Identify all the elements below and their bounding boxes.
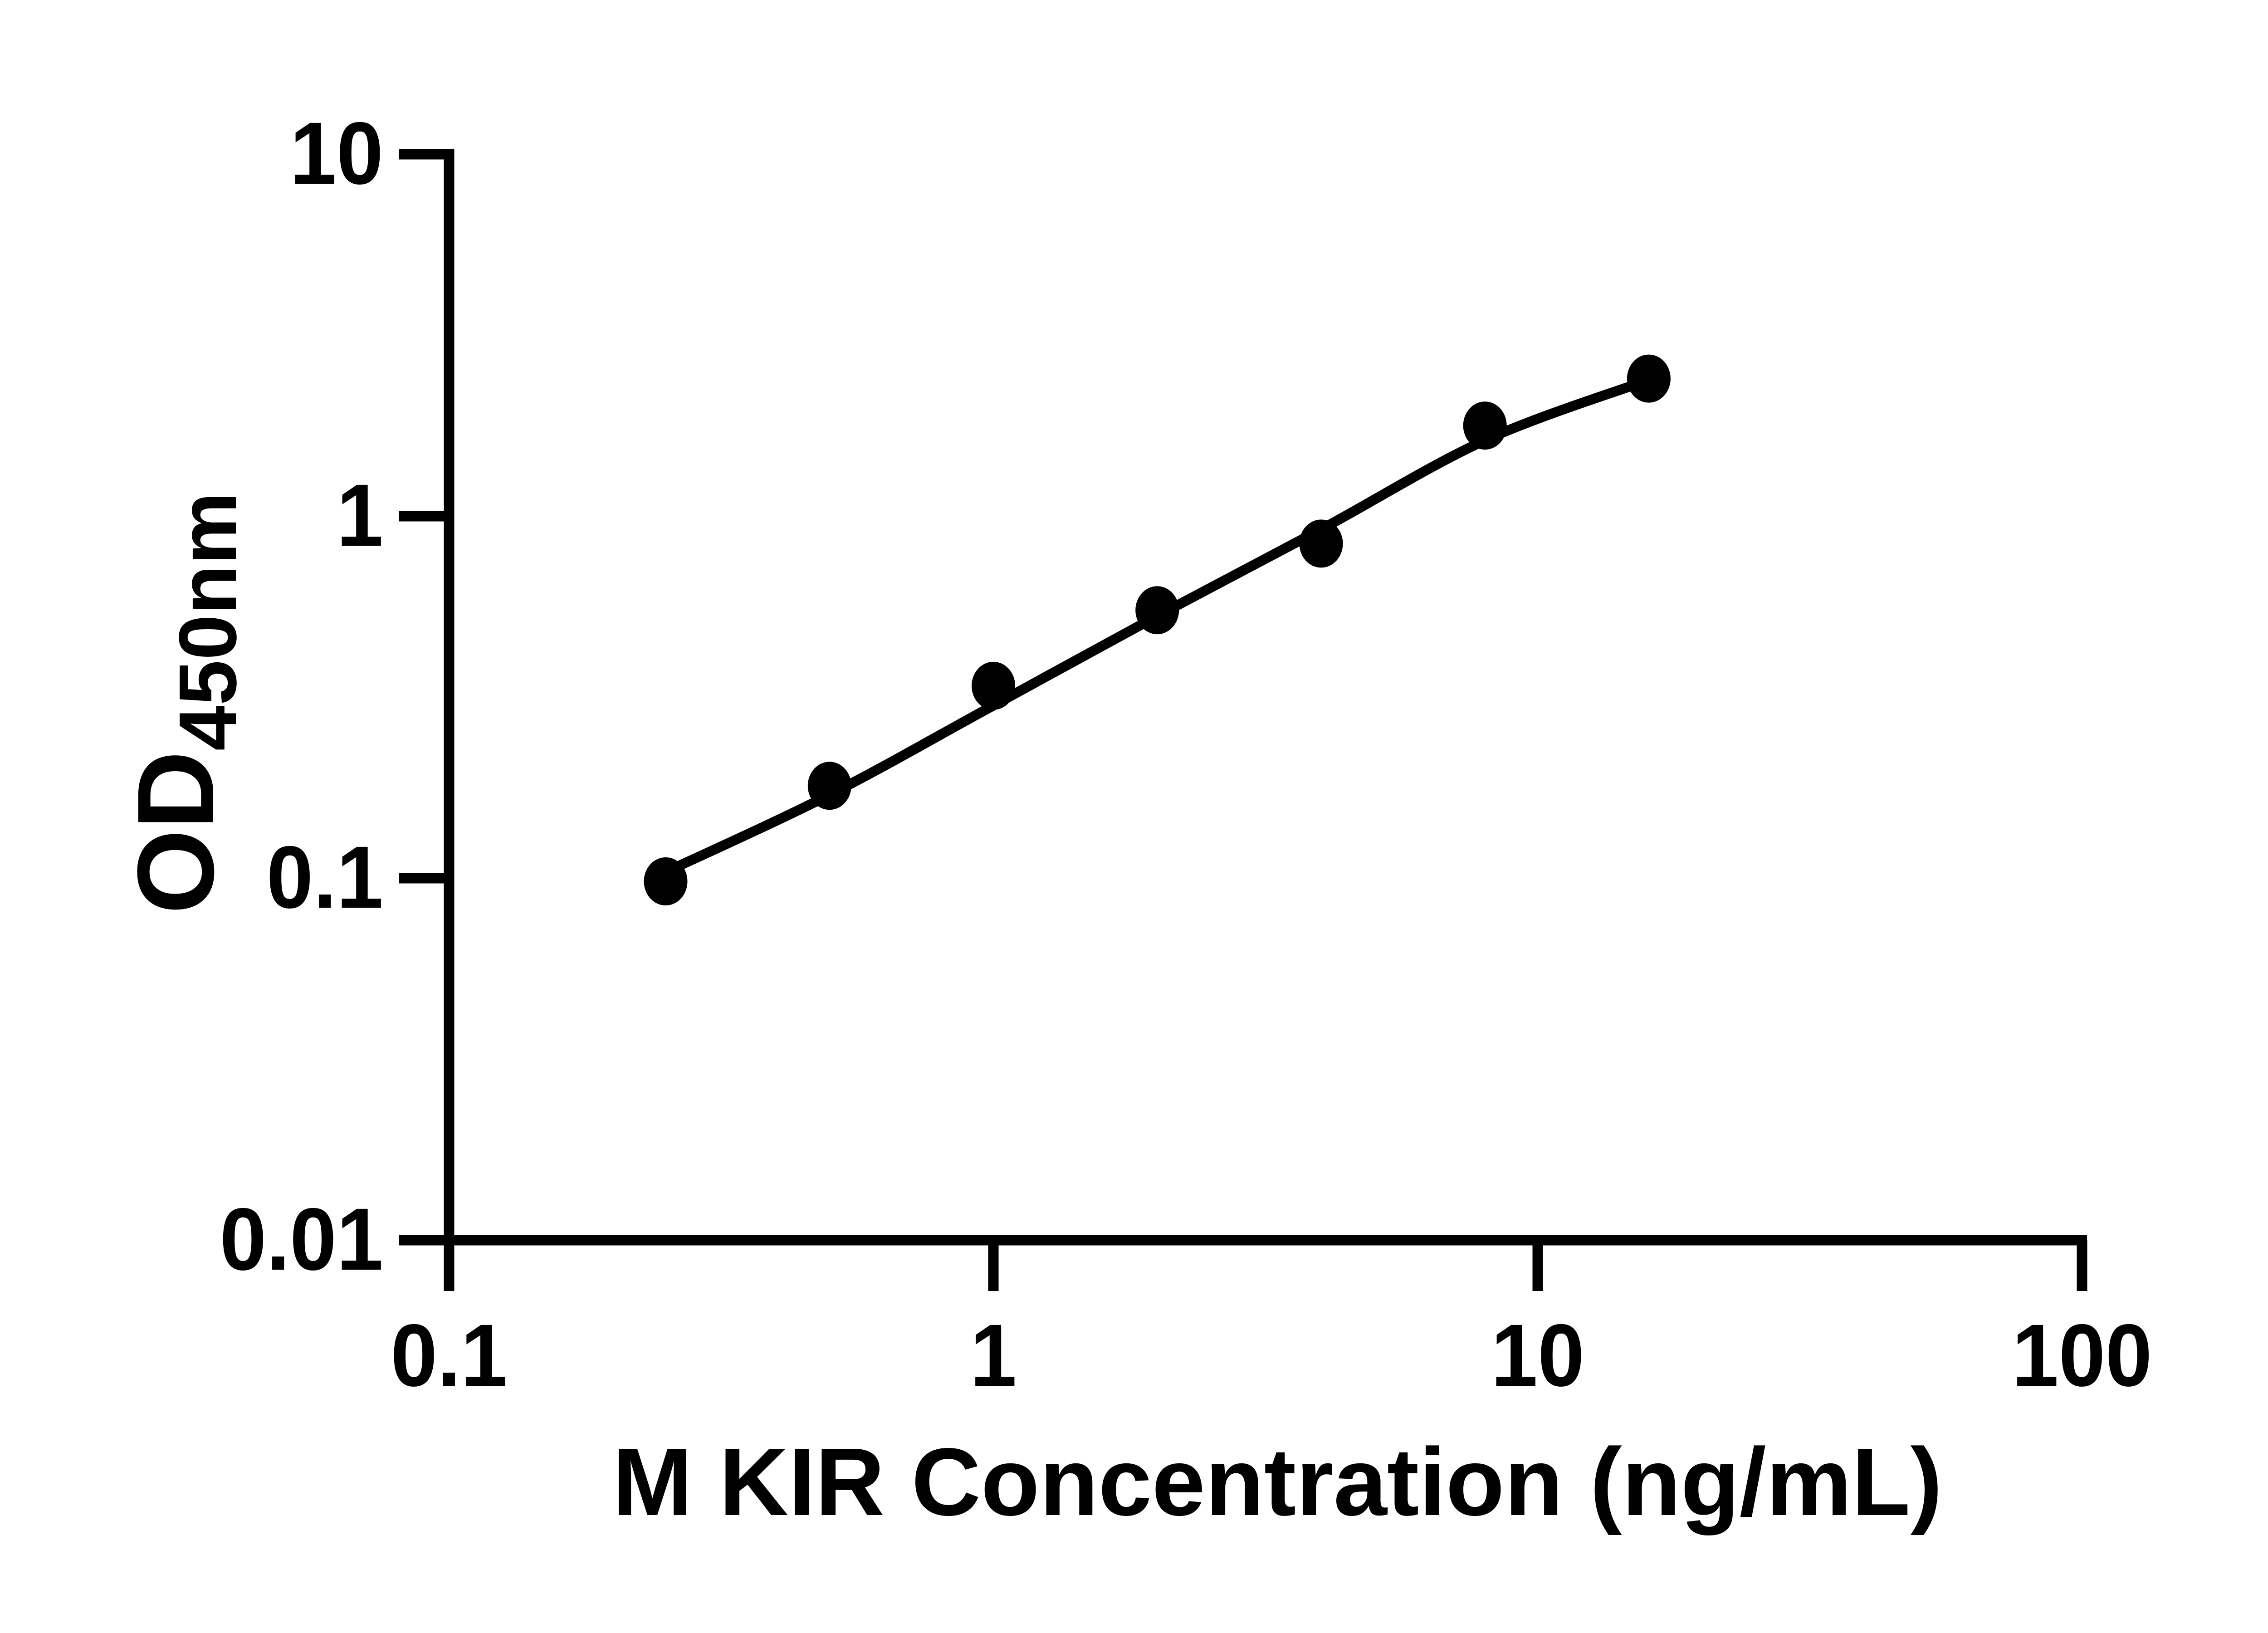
data-points-group [644,354,1671,905]
x-tick-label: 1 [970,1306,1017,1405]
y-tick-label: 0.01 [220,1190,383,1289]
x-tick-label: 10 [1491,1306,1584,1405]
data-point-marker [1299,519,1343,568]
data-point-marker [972,661,1015,710]
y-tick-label: 0.1 [266,828,383,927]
x-tick-label: 0.1 [391,1306,508,1405]
data-point-marker [1463,401,1507,450]
x-axis-title: M KIR Concentration (ng/mL) [612,1428,1942,1535]
y-axis-title-main: OD [115,751,236,914]
x-axis-ticks: 0.1 1 10 100 [391,1240,2152,1405]
data-point-marker [807,762,851,810]
y-tick-label: 1 [337,466,383,565]
data-point-marker [644,857,688,905]
data-point-marker [1627,354,1671,403]
y-axis-title-subscript: 450nm [162,492,254,751]
x-tick-label: 100 [2012,1306,2152,1405]
y-axis-title: OD450nm [115,492,254,914]
y-axis-ticks: 10 1 0.1 0.01 [220,104,449,1289]
y-tick-label: 10 [290,104,383,203]
data-point-marker [1135,586,1179,635]
